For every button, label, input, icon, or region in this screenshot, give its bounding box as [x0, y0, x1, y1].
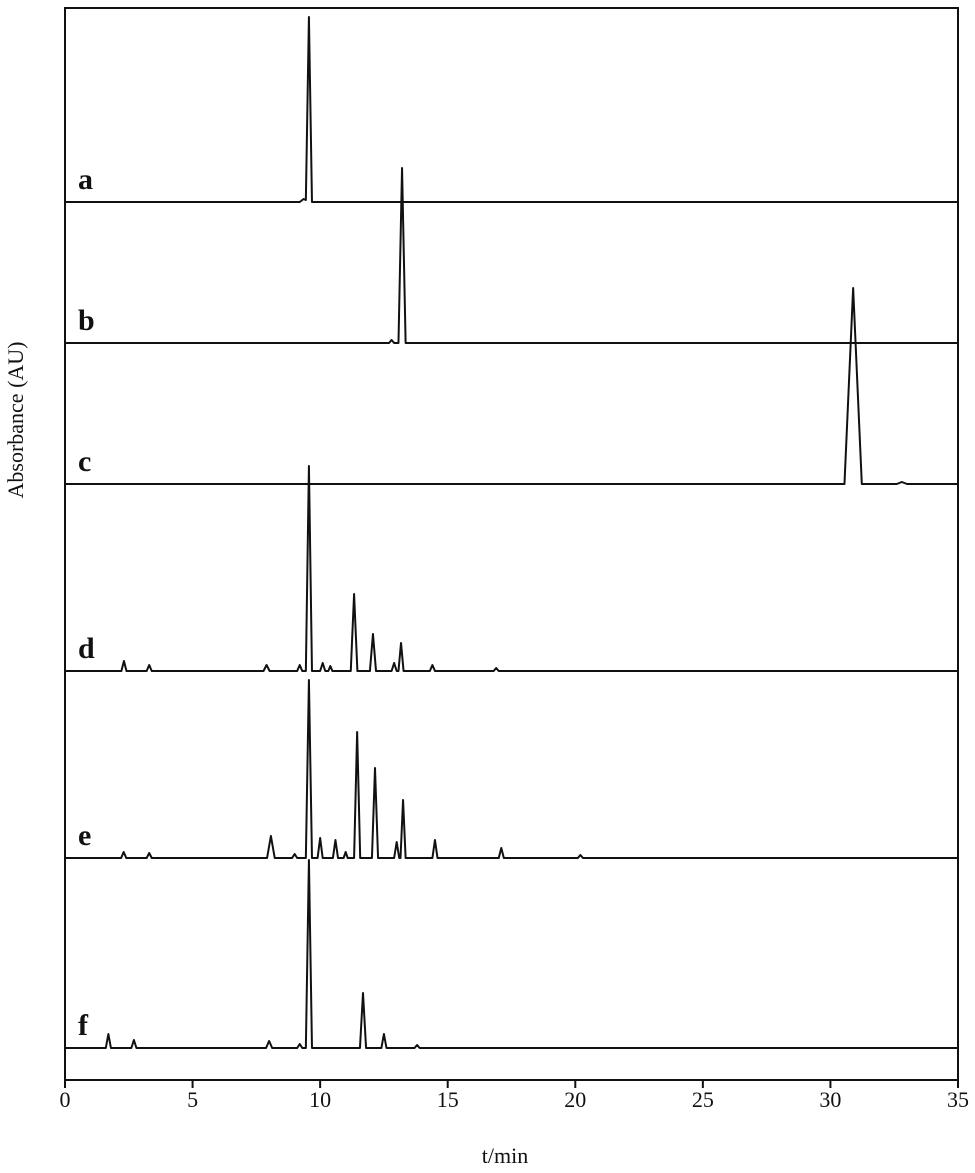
x-tick-label: 10: [309, 1087, 331, 1112]
trace: [65, 465, 958, 672]
trace-label: f: [78, 1009, 89, 1042]
trace-label: a: [78, 163, 93, 196]
x-tick-label: 35: [947, 1087, 969, 1112]
y-axis-label: Absorbance (AU): [3, 342, 28, 499]
trace: [65, 859, 958, 1049]
trace-label: b: [78, 304, 95, 337]
x-tick-label: 0: [60, 1087, 71, 1112]
x-tick-label: 20: [564, 1087, 586, 1112]
trace-label: d: [78, 632, 95, 665]
trace: [65, 287, 958, 485]
trace-label: e: [78, 819, 91, 852]
trace: [65, 167, 958, 344]
trace: [65, 16, 958, 203]
x-tick-label: 15: [437, 1087, 459, 1112]
trace: [65, 679, 958, 859]
x-tick-label: 30: [819, 1087, 841, 1112]
trace-label: c: [78, 445, 91, 478]
plot-frame: [64, 7, 959, 1081]
x-tick-label: 5: [187, 1087, 198, 1112]
x-axis-label: t/min: [482, 1143, 528, 1168]
x-tick-label: 25: [692, 1087, 714, 1112]
